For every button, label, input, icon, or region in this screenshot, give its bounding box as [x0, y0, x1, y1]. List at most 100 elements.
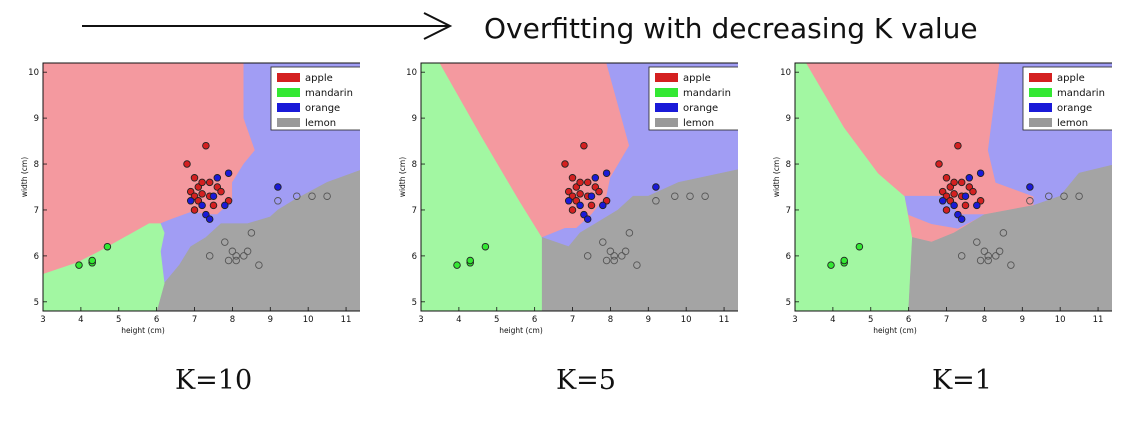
- legend-label-orange: orange: [1057, 103, 1092, 114]
- x-tick-label: 5: [868, 315, 873, 325]
- point-lemon: [621, 247, 630, 256]
- point-apple: [561, 160, 569, 168]
- plot-frame: [794, 62, 1112, 312]
- direction-arrow-icon: [82, 12, 453, 40]
- point-orange: [938, 197, 947, 205]
- legend-label-lemon: lemon: [683, 118, 714, 129]
- y-tick-label: 5: [34, 298, 39, 308]
- point-lemon: [583, 252, 592, 260]
- y-tick-label: 7: [34, 206, 39, 216]
- headline: Overfitting with decreasing K value: [484, 12, 978, 45]
- x-tick-label: 11: [1093, 315, 1104, 325]
- point-mandarin: [855, 242, 864, 251]
- y-tick-label: 10: [406, 68, 417, 78]
- y-tick-label: 9: [34, 114, 39, 124]
- point-lemon: [599, 238, 607, 246]
- x-tick-label: 8: [982, 315, 987, 325]
- caption-k1: K=1: [932, 365, 992, 396]
- legend-swatch-lemon: [655, 118, 678, 127]
- y-axis-label: width (cm): [398, 157, 407, 197]
- point-lemon: [671, 192, 679, 200]
- legend-label-apple: apple: [1057, 73, 1085, 84]
- point-apple: [954, 141, 962, 150]
- legend-swatch-apple: [1029, 73, 1052, 82]
- point-lemon: [984, 252, 992, 260]
- point-apple: [198, 190, 206, 198]
- decision-regions: [795, 63, 1112, 311]
- point-lemon: [625, 229, 634, 237]
- x-tick-label: 4: [830, 315, 835, 325]
- x-tick-label: 9: [646, 315, 651, 325]
- point-lemon: [228, 247, 237, 256]
- x-tick-label: 8: [230, 315, 235, 325]
- legend-swatch-mandarin: [277, 88, 300, 97]
- point-orange: [186, 197, 195, 205]
- legend: apple mandarin orange lemon: [648, 66, 738, 131]
- x-tick-label: 10: [303, 315, 314, 325]
- point-apple: [568, 174, 577, 182]
- point-lemon: [1075, 192, 1083, 200]
- x-tick-label: 5: [494, 315, 499, 325]
- point-apple: [198, 178, 206, 187]
- legend-label-apple: apple: [683, 73, 711, 84]
- point-orange: [587, 192, 596, 200]
- x-tick-label: 4: [456, 315, 461, 325]
- y-tick-label: 6: [412, 252, 417, 262]
- point-lemon: [686, 192, 694, 200]
- legend-swatch-orange: [1029, 103, 1052, 112]
- point-lemon: [1026, 197, 1034, 205]
- legend-swatch-mandarin: [1029, 88, 1052, 97]
- point-orange: [976, 169, 985, 177]
- legend-label-orange: orange: [683, 103, 718, 114]
- y-tick-label: 10: [780, 68, 791, 78]
- point-lemon: [1045, 192, 1053, 200]
- point-orange: [213, 174, 222, 182]
- point-apple: [190, 206, 199, 214]
- y-tick-label: 6: [34, 252, 39, 262]
- x-tick-label: 9: [268, 315, 273, 325]
- point-lemon: [274, 197, 282, 205]
- point-lemon: [243, 247, 252, 256]
- x-tick-label: 10: [681, 315, 692, 325]
- point-lemon: [606, 247, 615, 256]
- point-orange: [198, 201, 206, 210]
- point-lemon: [323, 192, 331, 200]
- point-apple: [205, 178, 214, 187]
- x-tick-label: 4: [78, 315, 83, 325]
- chart-panel-k10: 3 4 5 6 7 8 9 10 11 5 6 7 8 9 10 height (cm) width (cm) a…: [20, 62, 360, 335]
- point-mandarin: [103, 242, 112, 251]
- data-points: [453, 141, 709, 269]
- point-apple: [217, 187, 225, 196]
- point-apple: [942, 174, 951, 182]
- x-tick-label: 6: [906, 315, 911, 325]
- point-orange: [564, 197, 573, 205]
- legend-label-orange: orange: [305, 103, 340, 114]
- point-lemon: [999, 229, 1008, 237]
- point-orange: [209, 192, 218, 200]
- x-tick-label: 11: [341, 315, 352, 325]
- point-lemon: [232, 252, 240, 260]
- y-tick-label: 8: [412, 160, 417, 170]
- point-apple: [183, 160, 191, 168]
- region-lemon: [541, 169, 738, 311]
- point-lemon: [973, 238, 981, 246]
- x-tick-label: 3: [40, 315, 45, 325]
- point-apple: [942, 206, 951, 214]
- point-orange: [274, 183, 282, 191]
- point-lemon: [976, 256, 985, 265]
- point-orange: [961, 192, 970, 200]
- y-tick-label: 9: [786, 114, 791, 124]
- point-lemon: [992, 252, 1000, 260]
- x-tick-label: 5: [116, 315, 121, 325]
- y-axis-label: width (cm): [772, 157, 781, 197]
- point-lemon: [205, 252, 214, 260]
- point-orange: [602, 169, 611, 177]
- data-points: [75, 141, 331, 269]
- point-mandarin: [827, 261, 835, 269]
- legend-swatch-apple: [277, 73, 300, 82]
- legend-label-lemon: lemon: [305, 118, 336, 129]
- y-tick-label: 7: [412, 206, 417, 216]
- point-lemon: [652, 197, 660, 205]
- point-apple: [209, 201, 218, 210]
- point-orange: [576, 201, 584, 210]
